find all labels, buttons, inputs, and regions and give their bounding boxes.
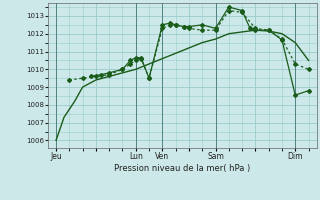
X-axis label: Pression niveau de la mer( hPa ): Pression niveau de la mer( hPa ) — [114, 164, 251, 173]
